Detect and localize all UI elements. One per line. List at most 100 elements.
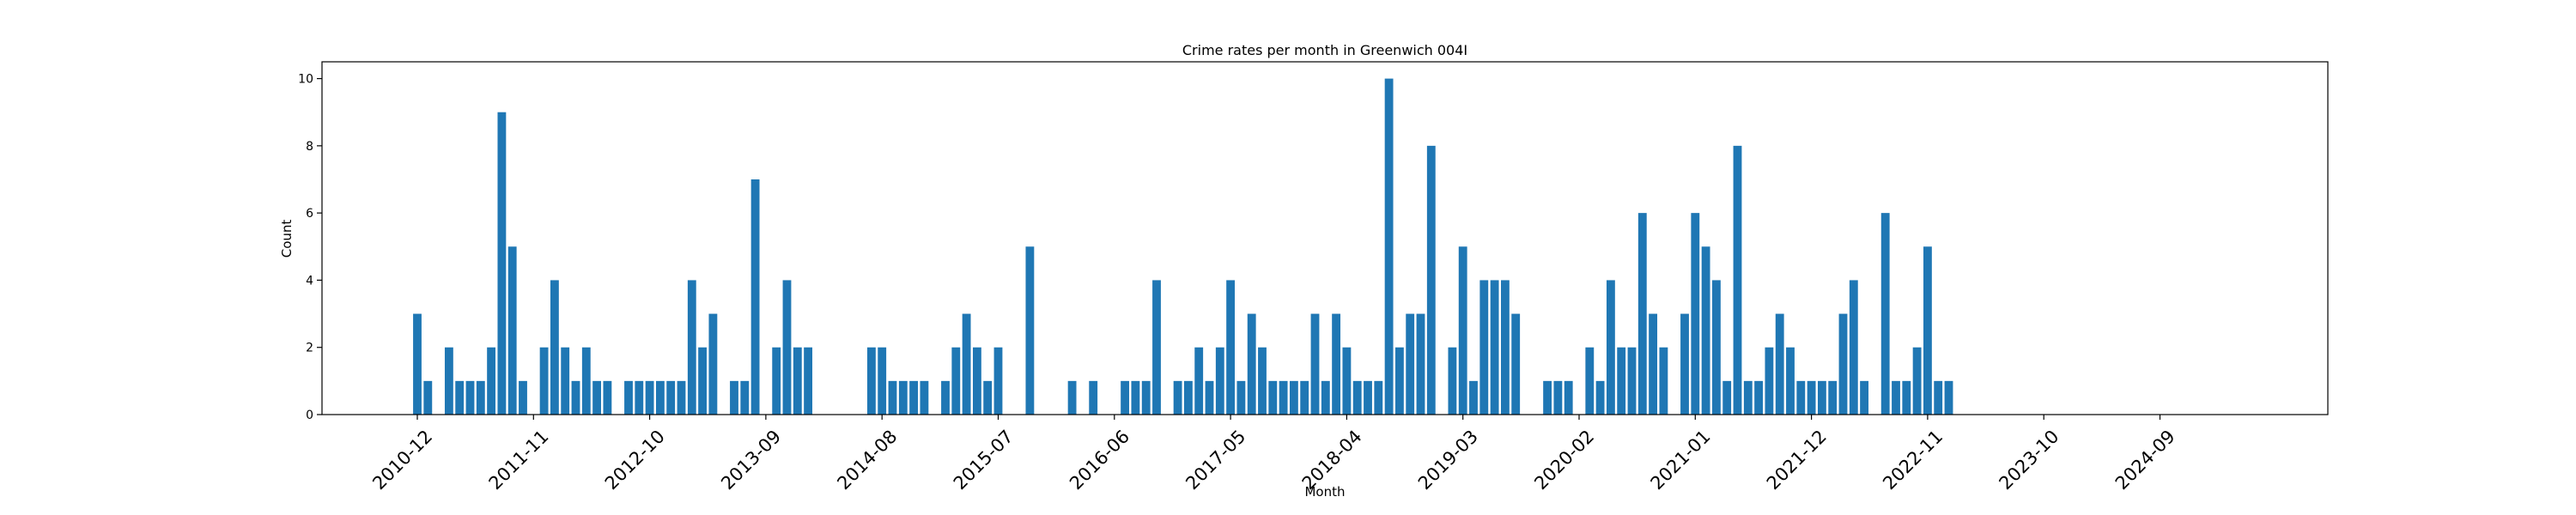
bar-2019-06 (1490, 280, 1499, 415)
bar-2011-05 (465, 380, 475, 415)
bar-2023-01 (1944, 380, 1953, 415)
bar-2013-12 (793, 347, 802, 415)
bar-2022-05 (1860, 380, 1869, 415)
bar-2018-08 (1384, 78, 1394, 415)
bar-2012-04 (581, 347, 591, 415)
bar-2022-02 (1828, 380, 1838, 415)
bar-2018-09 (1394, 347, 1404, 415)
bar-2022-10 (1912, 347, 1922, 415)
bar-2015-07 (993, 347, 1003, 415)
bar-2015-02 (941, 380, 950, 415)
bar-2013-04 (708, 313, 718, 415)
bar-2019-05 (1479, 280, 1489, 415)
bar-2021-03 (1711, 280, 1721, 415)
x-tick-label: 2019-03 (1414, 426, 1482, 494)
x-tick-label: 2017-05 (1182, 426, 1249, 494)
bar-2014-01 (804, 347, 813, 415)
bar-2012-11 (655, 380, 665, 415)
bar-2015-03 (951, 347, 961, 415)
bar-2018-01 (1310, 313, 1320, 415)
bar-2021-07 (1754, 380, 1764, 415)
bar-2013-10 (772, 347, 781, 415)
y-axis: 0 2 4 6 8 10 (298, 73, 322, 422)
bar-2018-12 (1426, 145, 1436, 415)
chart-title: Crime rates per month in Greenwich 004I (1182, 42, 1467, 58)
y-tick-label: 8 (306, 140, 313, 154)
bar-2013-07 (740, 380, 750, 415)
bar-2016-04 (1089, 380, 1098, 415)
bar-2022-01 (1817, 380, 1826, 415)
bar-2012-02 (561, 347, 570, 415)
bar-2020-06 (1617, 347, 1626, 415)
bar-2017-08 (1258, 347, 1267, 415)
bar-2021-11 (1796, 380, 1806, 415)
bar-2022-03 (1838, 313, 1848, 415)
bar-2017-04 (1215, 347, 1224, 415)
bar-2020-09 (1649, 313, 1658, 415)
bar-2013-06 (730, 380, 738, 415)
bar-2011-07 (487, 347, 496, 415)
bar-2014-09 (888, 380, 897, 415)
bar-2017-10 (1279, 380, 1288, 415)
bar-2021-02 (1701, 246, 1710, 415)
bar-2017-09 (1268, 380, 1278, 415)
bar-2021-12 (1807, 380, 1816, 415)
bar-2018-05 (1352, 380, 1362, 415)
bar-2020-01 (1564, 380, 1573, 415)
bar-2011-12 (539, 347, 549, 415)
bar-2013-01 (677, 380, 686, 415)
bar-2012-08 (624, 380, 633, 415)
bar-2013-02 (687, 280, 696, 415)
bar-2022-11 (1923, 246, 1932, 415)
x-tick-label: 2013-09 (717, 426, 785, 494)
bar-2011-09 (507, 246, 517, 415)
bar-2022-12 (1934, 380, 1943, 415)
bar-2022-07 (1880, 213, 1890, 415)
x-tick-label: 2021-01 (1647, 426, 1715, 494)
bar-2021-04 (1722, 380, 1732, 415)
bar-2020-12 (1680, 313, 1689, 415)
bar-2017-07 (1247, 313, 1256, 415)
bar-2011-03 (444, 347, 453, 415)
bar-2017-05 (1226, 280, 1236, 415)
bar-2019-12 (1553, 380, 1563, 415)
bar-2012-09 (635, 380, 644, 415)
bar-2017-02 (1194, 347, 1204, 415)
x-axis: 2010-12 2011-11 2012-10 2013-09 2014-08 2015-… (368, 415, 2179, 494)
bar-2021-06 (1743, 380, 1753, 415)
bar-2013-03 (698, 347, 708, 415)
bar-2019-08 (1511, 313, 1521, 415)
x-tick-label: 2020-02 (1530, 426, 1598, 494)
bar-2015-04 (962, 313, 971, 415)
bar-2022-09 (1902, 380, 1911, 415)
bar-2013-11 (782, 280, 792, 415)
y-tick-label: 4 (306, 274, 313, 288)
bars-group (413, 78, 1953, 415)
x-tick-label: 2010-12 (368, 426, 436, 494)
bar-2016-02 (1067, 380, 1077, 415)
x-tick-label: 2015-07 (950, 426, 1018, 494)
bar-2020-05 (1606, 280, 1615, 415)
x-tick-label: 2014-08 (833, 426, 901, 494)
bar-2011-04 (455, 380, 465, 415)
bar-2012-01 (550, 280, 559, 415)
bar-2016-07 (1121, 380, 1130, 415)
bar-2015-10 (1025, 246, 1035, 415)
bar-2011-01 (423, 380, 433, 415)
y-tick-label: 10 (298, 73, 313, 87)
bar-2011-08 (497, 112, 507, 415)
bar-2018-04 (1342, 347, 1352, 415)
bar-2019-02 (1448, 347, 1457, 415)
bar-2018-10 (1406, 313, 1415, 415)
bar-2014-07 (866, 347, 876, 415)
bar-2012-03 (571, 380, 580, 415)
bar-2017-12 (1300, 380, 1309, 415)
bar-2018-11 (1416, 313, 1425, 415)
bar-2014-08 (878, 347, 887, 415)
bar-2018-06 (1364, 380, 1372, 415)
bar-2022-04 (1849, 280, 1858, 415)
x-tick-label: 2022-11 (1879, 426, 1947, 494)
bar-2015-05 (972, 347, 981, 415)
bar-2017-11 (1289, 380, 1298, 415)
